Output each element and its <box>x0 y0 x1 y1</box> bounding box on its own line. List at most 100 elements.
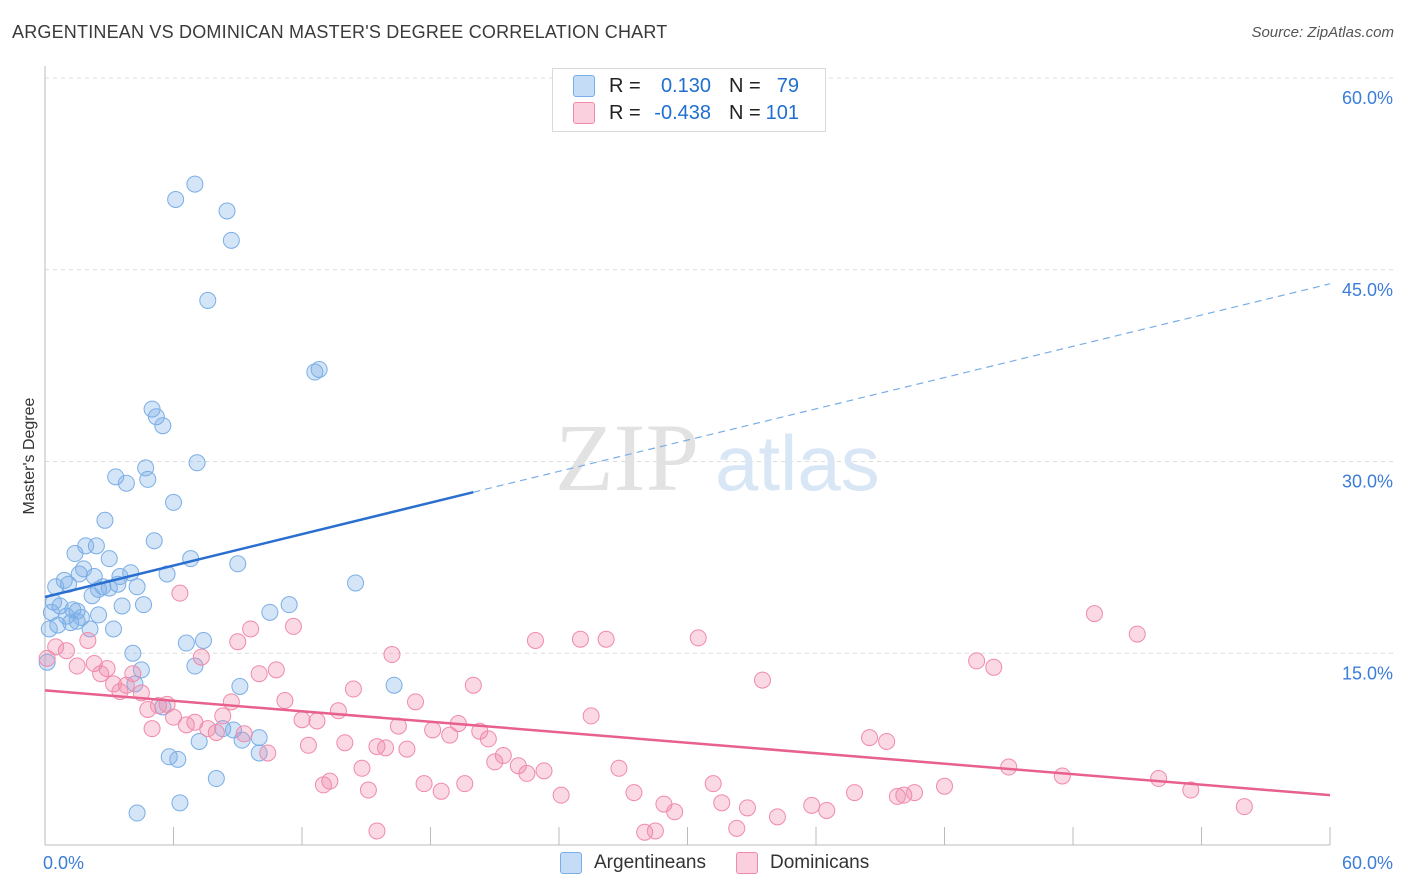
y-tick-label: 45.0% <box>1342 280 1393 300</box>
argentineans-trend-line <box>44 490 474 599</box>
data-point <box>154 417 172 435</box>
data-point <box>906 784 924 802</box>
data-point <box>494 747 512 765</box>
argentineans-trend-projection <box>473 283 1331 493</box>
data-point <box>284 617 302 635</box>
data-point <box>610 759 628 777</box>
data-point <box>250 744 268 762</box>
data-point <box>768 808 786 826</box>
data-point <box>98 660 116 678</box>
data-point <box>171 794 189 812</box>
data-point <box>100 550 118 568</box>
legend-swatch-argentineans <box>560 852 582 874</box>
data-point <box>107 468 125 486</box>
data-point <box>535 762 553 780</box>
data-point <box>194 631 212 649</box>
series-legend: Argentineans Dominicans <box>560 852 899 874</box>
data-point <box>105 620 123 638</box>
data-point <box>186 175 204 193</box>
data-point <box>464 676 482 694</box>
data-point <box>738 799 756 817</box>
data-point <box>192 648 210 666</box>
data-point <box>359 781 377 799</box>
data-point <box>625 784 643 802</box>
axes <box>44 66 1331 846</box>
n-value: 101 <box>765 101 799 124</box>
data-point <box>310 360 328 378</box>
data-point <box>214 707 232 725</box>
data-point <box>128 578 146 596</box>
data-point <box>79 631 97 649</box>
data-point <box>242 620 260 638</box>
legend-swatch-dominicans <box>735 852 758 874</box>
data-point <box>526 631 544 649</box>
legend-swatch-argentineans <box>573 75 595 97</box>
data-point <box>597 630 615 648</box>
data-point <box>479 730 497 748</box>
data-point <box>666 803 684 821</box>
data-point <box>49 616 67 634</box>
data-point <box>1053 767 1071 785</box>
data-point <box>233 731 251 749</box>
data-point <box>1150 770 1168 788</box>
data-point <box>1235 798 1253 816</box>
data-point <box>229 633 247 651</box>
data-point <box>353 759 371 777</box>
correlation-legend: R = 0.130 N = 79 R = -0.438 N = 101 <box>552 68 826 132</box>
data-point <box>582 707 600 725</box>
data-point <box>38 653 56 671</box>
data-point <box>199 720 217 738</box>
data-point <box>90 606 108 624</box>
r-value: 0.130 <box>660 74 711 97</box>
legend-item-argentineans: Argentineans <box>560 852 706 874</box>
tick-labels: 15.0% 30.0% 45.0% 60.0% 0.0% 60.0% Master's De… <box>21 88 1393 873</box>
data-point <box>368 822 386 840</box>
data-point <box>1085 605 1103 623</box>
data-point <box>147 408 165 426</box>
watermark: ZIP atlas <box>555 404 880 511</box>
data-point <box>235 725 253 743</box>
data-point <box>85 654 103 672</box>
data-point <box>124 665 142 683</box>
data-point <box>456 775 474 793</box>
data-point <box>968 652 986 670</box>
data-point <box>415 775 433 793</box>
data-point <box>186 657 204 675</box>
data-point <box>150 697 168 715</box>
argentineans-points <box>38 175 403 822</box>
data-point <box>171 584 189 602</box>
data-point <box>139 470 157 488</box>
data-point <box>280 596 298 614</box>
data-point <box>68 657 86 675</box>
data-point <box>143 720 161 738</box>
data-point <box>132 661 150 679</box>
legend-item-dominicans: Dominicans <box>735 852 869 874</box>
data-point <box>552 786 570 804</box>
data-point <box>167 190 185 208</box>
r-label: R = <box>609 101 641 124</box>
watermark-zip: ZIP <box>555 404 699 511</box>
data-point <box>96 511 114 529</box>
data-point <box>329 702 347 720</box>
data-point <box>135 596 153 614</box>
data-point <box>704 775 722 793</box>
data-point <box>113 597 131 615</box>
legend-label: Argentineans <box>594 852 706 873</box>
x-tick-label: 0.0% <box>43 853 84 873</box>
data-point <box>424 721 442 739</box>
data-point <box>218 202 236 220</box>
data-point <box>336 734 354 752</box>
data-point <box>68 612 86 630</box>
data-point <box>231 677 249 695</box>
data-point <box>432 782 450 800</box>
data-point <box>57 642 75 660</box>
data-point <box>222 693 240 711</box>
data-point <box>293 711 311 729</box>
chart-title: ARGENTINEAN VS DOMINICAN MASTER'S DEGREE… <box>12 22 668 42</box>
data-point <box>1182 781 1200 799</box>
data-point <box>207 770 225 788</box>
dominicans-trend-line <box>44 689 1331 797</box>
data-point <box>383 646 401 664</box>
data-point <box>646 822 664 840</box>
